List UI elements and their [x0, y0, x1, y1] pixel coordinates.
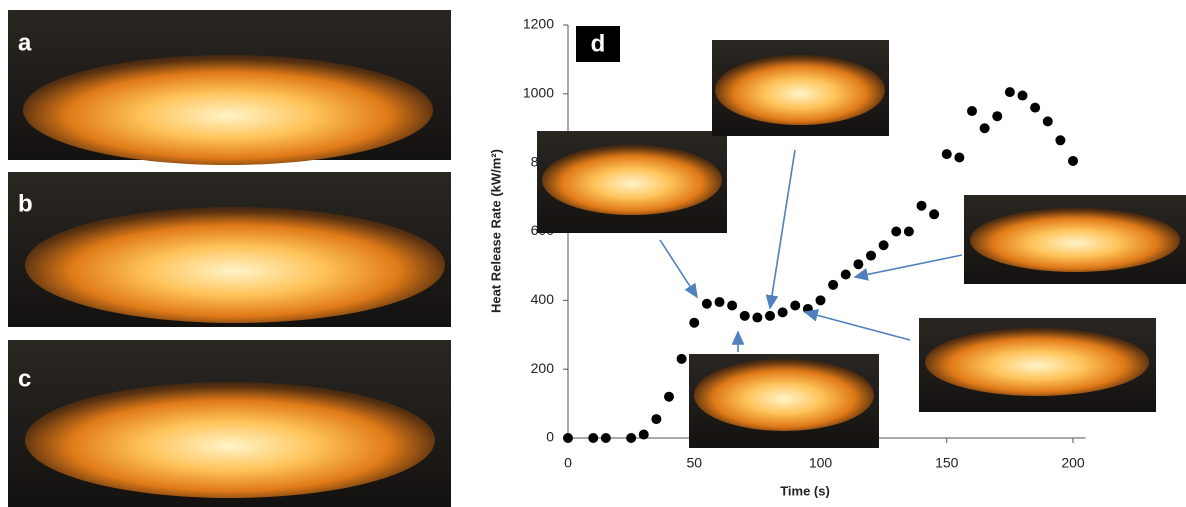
y-tick-label: 200	[531, 360, 555, 376]
points	[563, 87, 1078, 443]
point	[954, 152, 965, 163]
point	[1068, 155, 1078, 166]
x-axis-label: Time (s)	[780, 483, 830, 498]
point	[777, 307, 788, 318]
x-tick-label: 200	[1061, 455, 1085, 471]
point	[727, 300, 738, 311]
panel-label: c	[18, 365, 31, 392]
point	[891, 226, 902, 237]
panel-label: d	[591, 30, 606, 57]
x-tick-label: 50	[686, 455, 702, 471]
x-tick-label: 100	[809, 455, 833, 471]
point	[1017, 90, 1028, 101]
x-tick-label: 0	[564, 455, 572, 471]
inset-photos	[537, 40, 1186, 448]
point	[651, 414, 662, 425]
point	[992, 111, 1003, 122]
point	[979, 123, 990, 134]
point	[664, 391, 674, 402]
point	[828, 279, 839, 290]
point	[626, 433, 637, 443]
point	[967, 106, 977, 117]
point	[866, 250, 876, 261]
panel-label: a	[18, 29, 32, 56]
point	[676, 353, 687, 364]
point	[840, 269, 851, 280]
point	[1030, 102, 1041, 113]
point	[701, 298, 712, 309]
y-axis-label: Heat Release Rate (kW/m²)	[488, 149, 503, 313]
point	[929, 209, 940, 220]
x-tick-label: 150	[935, 455, 959, 471]
point	[878, 240, 889, 251]
y-tick-label: 400	[531, 291, 555, 307]
point	[638, 429, 649, 440]
point	[752, 312, 763, 323]
y-tick-label: 0	[546, 429, 554, 445]
point	[790, 300, 801, 311]
point	[739, 310, 750, 321]
point	[600, 433, 611, 443]
photo-column: a b c	[8, 10, 451, 507]
panel-label: b	[18, 190, 33, 217]
point	[689, 317, 700, 328]
point	[765, 310, 775, 321]
point	[588, 433, 599, 443]
point	[714, 297, 725, 308]
point	[563, 433, 573, 443]
point	[1004, 87, 1015, 98]
point	[1055, 135, 1066, 146]
point	[815, 295, 826, 306]
y-tick-label: 1000	[523, 85, 554, 101]
y-tick-label: 1200	[523, 16, 554, 32]
point	[1042, 116, 1053, 127]
point	[903, 226, 914, 237]
point	[941, 149, 952, 160]
point	[853, 259, 864, 270]
point	[916, 200, 927, 211]
